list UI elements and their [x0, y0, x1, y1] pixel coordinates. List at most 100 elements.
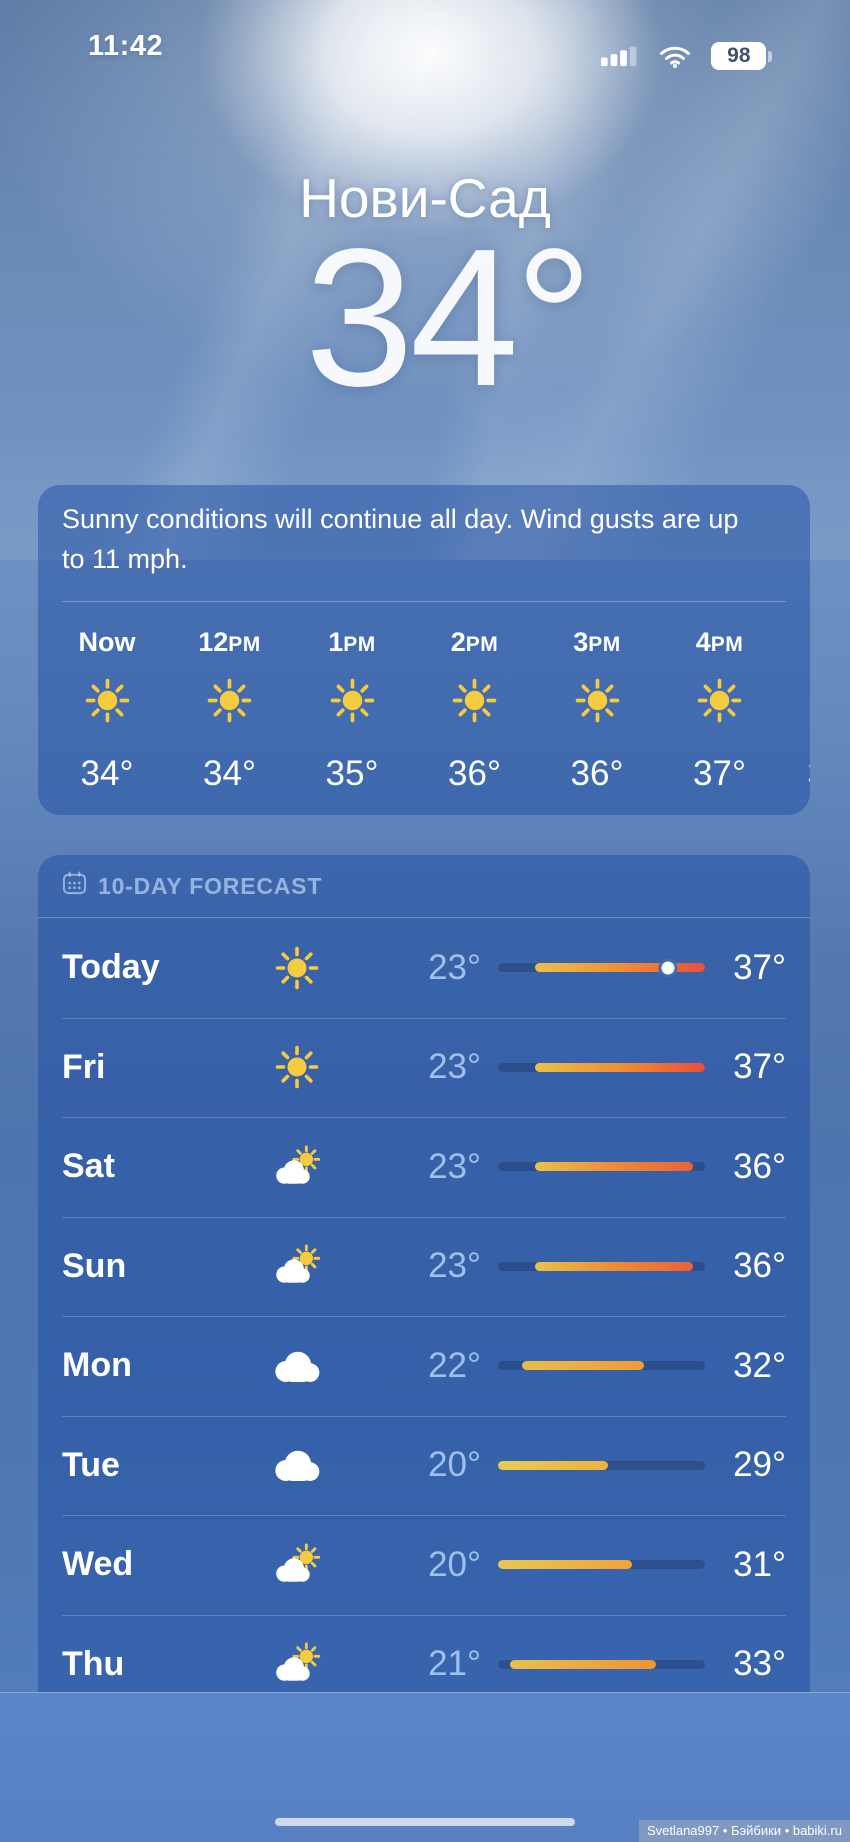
hour-temperature: 36° — [448, 754, 501, 793]
partly-cloudy-icon — [237, 1642, 357, 1686]
temperature-range-bar — [498, 1460, 705, 1470]
day-label: Fri — [62, 1047, 106, 1086]
high-temperature: 37° — [733, 1047, 786, 1087]
high-temperature: 29° — [733, 1445, 786, 1485]
temperature-range-bar — [498, 961, 705, 975]
sun-icon — [46, 678, 168, 724]
hourly-item[interactable]: 2PM 36° — [414, 626, 536, 794]
hourly-item[interactable]: 12PM 34° — [169, 626, 291, 794]
high-temperature: 33° — [733, 1644, 786, 1684]
day-label: Tue — [62, 1445, 120, 1484]
status-bar-icons: 98 — [601, 42, 773, 70]
hour-label: 1PM — [328, 627, 376, 657]
hour-label: 2PM — [450, 627, 499, 657]
forecast-rows: Today 23° 37° Fri 23° 37° Sat 23° 36° Su… — [38, 918, 810, 1713]
hour-label: 12PM — [198, 627, 261, 657]
sun-icon — [659, 678, 781, 724]
hour-temperature: 37° — [693, 754, 746, 793]
current-temp-dot — [661, 961, 675, 975]
city-name: Нови-Сад — [299, 167, 551, 229]
forecast-day-row[interactable]: Tue 20° 29° — [38, 1415, 810, 1516]
low-temperature: 22° — [428, 1345, 481, 1385]
sun-icon — [237, 1045, 357, 1089]
day-label: Today — [62, 948, 160, 987]
temperature-range-bar — [498, 1162, 705, 1172]
hour-temperature: 34° — [203, 754, 256, 793]
forecast-day-row[interactable]: Wed 20° 31° — [38, 1515, 810, 1615]
high-temperature: 36° — [733, 1246, 786, 1286]
forecast-day-row[interactable]: Sat 23° 36° — [38, 1117, 810, 1217]
divider — [62, 601, 786, 602]
low-temperature: 23° — [428, 1246, 481, 1286]
temperature-range-fill — [534, 1162, 693, 1172]
day-label: Wed — [62, 1545, 134, 1584]
temperature-range-fill — [534, 1261, 693, 1271]
day-label: Sat — [62, 1147, 115, 1186]
temperature-range-fill — [534, 1062, 705, 1072]
hour-label: 4PM — [695, 627, 744, 657]
temperature-range-bar — [498, 1361, 705, 1371]
high-temperature: 32° — [733, 1345, 786, 1385]
watermark: Svetlana997 • Бэйбики • babiki.ru — [638, 1820, 850, 1842]
temperature-range-bar — [498, 1261, 705, 1271]
hourly-item[interactable]: 3PM 36° — [536, 626, 658, 794]
temperature-range-fill — [498, 1560, 632, 1570]
forecast-day-row[interactable]: Thu 21° 33° — [38, 1614, 810, 1714]
hourly-item[interactable]: Now 34° — [46, 626, 168, 794]
wifi-icon — [659, 45, 691, 68]
status-time: 11:42 — [88, 30, 164, 62]
high-temperature: 37° — [733, 947, 786, 987]
hourly-item[interactable]: 4PM 37° — [659, 626, 781, 794]
high-temperature: 36° — [733, 1146, 786, 1186]
sun-icon — [291, 678, 413, 724]
cellular-signal-icon — [601, 45, 639, 68]
day-label: Thu — [62, 1644, 125, 1683]
battery-nub — [768, 50, 773, 62]
hour-temperature: 34° — [80, 754, 134, 793]
forecast-day-row[interactable]: Fri 23° 37° — [38, 1017, 810, 1118]
forecast-day-row[interactable]: Today 23° 37° — [38, 918, 810, 1018]
temperature-range-fill — [498, 1460, 608, 1470]
forecast-day-row[interactable]: Mon 22° 32° — [38, 1316, 810, 1416]
sun-icon — [414, 678, 536, 724]
home-indicator[interactable] — [275, 1818, 575, 1826]
sun-icon — [536, 678, 658, 724]
temperature-range-bar — [498, 1659, 705, 1669]
temperature-range-fill — [522, 1361, 645, 1371]
forecast-title: 10-DAY FORECAST — [98, 872, 323, 899]
day-label: Mon — [62, 1346, 132, 1385]
hour-temperature: 36° — [570, 754, 624, 793]
temperature-range-bar — [498, 1062, 705, 1072]
partly-cloudy-icon — [237, 1543, 357, 1587]
sun-icon — [169, 678, 291, 724]
low-temperature: 23° — [428, 1047, 481, 1087]
hourly-item[interactable]: 5PM 37° — [773, 626, 810, 794]
hour-temperature: 35° — [325, 754, 379, 793]
temperature-range-fill — [534, 963, 705, 973]
forecast-day-row[interactable]: Sun 23° 36° — [38, 1216, 810, 1317]
hourly-item[interactable]: 1PM 35° — [291, 626, 413, 794]
high-temperature: 31° — [733, 1544, 786, 1584]
battery-indicator: 98 — [711, 42, 773, 70]
conditions-summary: Sunny conditions will continue all day. … — [62, 504, 739, 574]
low-temperature: 23° — [428, 947, 481, 987]
current-temperature: 34° — [304, 208, 593, 427]
calendar-icon — [62, 870, 87, 902]
sun-icon — [237, 946, 357, 990]
hourly-forecast-card: Sunny conditions will continue all day. … — [38, 485, 810, 815]
partly-cloudy-icon — [237, 1145, 357, 1189]
partly-cloudy-icon — [237, 1244, 357, 1288]
low-temperature: 20° — [428, 1544, 481, 1584]
day-label: Sun — [62, 1246, 127, 1285]
hourly-strip[interactable]: Now 34° 12PM 34° 1PM 35° 2PM 36° 3PM 36°… — [38, 485, 811, 815]
low-temperature: 21° — [428, 1644, 481, 1684]
cloud-icon — [237, 1344, 357, 1388]
low-temperature: 20° — [428, 1445, 481, 1485]
hour-temperature: 37° — [773, 754, 810, 794]
sun-icon — [773, 678, 810, 724]
temperature-range-fill — [510, 1659, 657, 1669]
hour-label: Now — [78, 627, 136, 657]
forecast-header: 10-DAY FORECAST — [38, 855, 810, 918]
ten-day-forecast-card: 10-DAY FORECAST Today 23° 37° Fri 23° 37… — [38, 855, 810, 1713]
